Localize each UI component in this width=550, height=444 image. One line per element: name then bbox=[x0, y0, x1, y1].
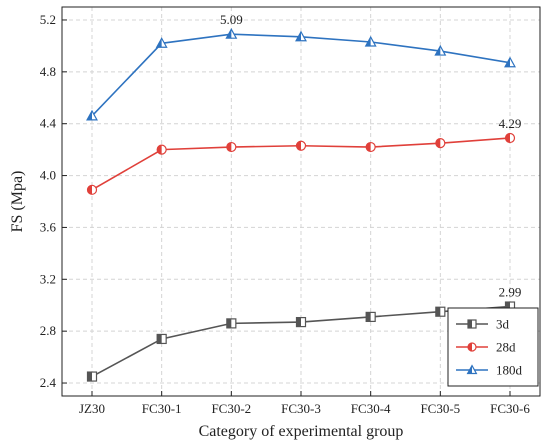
legend-label: 3d bbox=[496, 317, 510, 332]
marker-fill bbox=[468, 320, 472, 328]
marker-fill bbox=[366, 142, 371, 152]
legend: 3d 28d 180d bbox=[447, 307, 539, 387]
series-marker bbox=[364, 35, 377, 47]
series-marker bbox=[156, 144, 167, 155]
series-180d bbox=[86, 28, 516, 121]
x-tick-label: FC30-6 bbox=[490, 401, 530, 416]
marker-fill bbox=[505, 57, 510, 67]
legend-item-28d: 28d bbox=[456, 340, 516, 355]
x-axis: JZ30 FC30-1 FC30-2 FC30-3 FC30-4 FC30-5 FC30-6 bbox=[79, 391, 530, 416]
series-marker bbox=[504, 132, 516, 144]
marker-fill bbox=[366, 312, 371, 322]
series-marker bbox=[86, 371, 98, 382]
data-label: 5.09 bbox=[220, 12, 243, 27]
annotations: 5.09 4.29 2.99 bbox=[220, 12, 521, 299]
marker-fill bbox=[296, 31, 301, 41]
series-marker bbox=[155, 37, 168, 48]
marker-fill bbox=[296, 141, 301, 151]
marker-fill bbox=[226, 318, 232, 328]
x-tick-label: FC30-5 bbox=[420, 401, 460, 416]
y-tick-label: 3.6 bbox=[40, 219, 57, 234]
marker-fill bbox=[468, 343, 472, 351]
legend-label: 28d bbox=[496, 340, 516, 355]
marker-fill bbox=[87, 110, 92, 120]
series-marker bbox=[156, 333, 167, 345]
series-marker bbox=[435, 138, 446, 149]
data-label: 2.99 bbox=[499, 285, 522, 300]
y-tick-label: 4.4 bbox=[40, 116, 57, 131]
series-marker bbox=[365, 311, 376, 323]
series-marker bbox=[504, 56, 516, 68]
y-tick-label: 4.8 bbox=[40, 64, 56, 79]
legend-item-3d: 3d bbox=[456, 317, 510, 332]
x-axis-title: Category of experimental group bbox=[199, 423, 404, 440]
series-marker bbox=[295, 140, 307, 151]
series-marker bbox=[226, 318, 237, 329]
series-marker bbox=[86, 184, 98, 195]
series-marker bbox=[365, 141, 376, 153]
y-axis-title: FS (Mpa) bbox=[9, 171, 26, 233]
legend-item-180d: 180d bbox=[456, 363, 523, 378]
series-marker bbox=[466, 364, 478, 375]
series-group bbox=[86, 28, 516, 382]
marker-fill bbox=[87, 372, 92, 382]
series-line bbox=[91, 33, 511, 117]
legend-label: 180d bbox=[496, 363, 523, 378]
y-axis: 2.4 2.8 3.2 3.6 4.0 4.4 4.8 5.2 bbox=[40, 12, 67, 390]
x-tick-label: FC30-3 bbox=[281, 401, 321, 416]
series-28d bbox=[86, 132, 516, 195]
marker-fill bbox=[87, 185, 92, 195]
series-marker bbox=[295, 316, 307, 328]
x-tick-label: FC30-4 bbox=[351, 401, 391, 416]
series-marker bbox=[295, 30, 307, 42]
marker-fill bbox=[435, 138, 441, 148]
series-marker bbox=[435, 306, 446, 317]
y-tick-label: 5.2 bbox=[40, 12, 56, 27]
x-tick-label: FC30-1 bbox=[142, 401, 182, 416]
marker-fill bbox=[156, 38, 162, 48]
series-marker bbox=[225, 28, 238, 39]
marker-fill bbox=[226, 142, 232, 152]
series-3d bbox=[86, 301, 516, 382]
y-tick-label: 2.8 bbox=[40, 323, 56, 338]
x-tick-label: JZ30 bbox=[79, 401, 105, 416]
marker-fill bbox=[467, 365, 472, 374]
marker-fill bbox=[505, 302, 510, 312]
series-marker bbox=[434, 44, 447, 56]
marker-fill bbox=[505, 133, 510, 143]
data-label: 4.29 bbox=[499, 116, 522, 131]
y-tick-label: 4.0 bbox=[40, 168, 56, 183]
series-marker bbox=[86, 109, 98, 121]
series-marker bbox=[467, 342, 477, 352]
marker-fill bbox=[157, 334, 162, 344]
series-marker bbox=[467, 319, 477, 329]
marker-fill bbox=[157, 145, 162, 155]
series-marker bbox=[226, 141, 237, 153]
x-tick-label: FC30-2 bbox=[211, 401, 251, 416]
marker-fill bbox=[296, 317, 301, 327]
y-tick-label: 3.2 bbox=[40, 271, 56, 286]
y-tick-label: 2.4 bbox=[40, 375, 57, 390]
marker-fill bbox=[365, 37, 371, 46]
marker-fill bbox=[435, 307, 441, 317]
